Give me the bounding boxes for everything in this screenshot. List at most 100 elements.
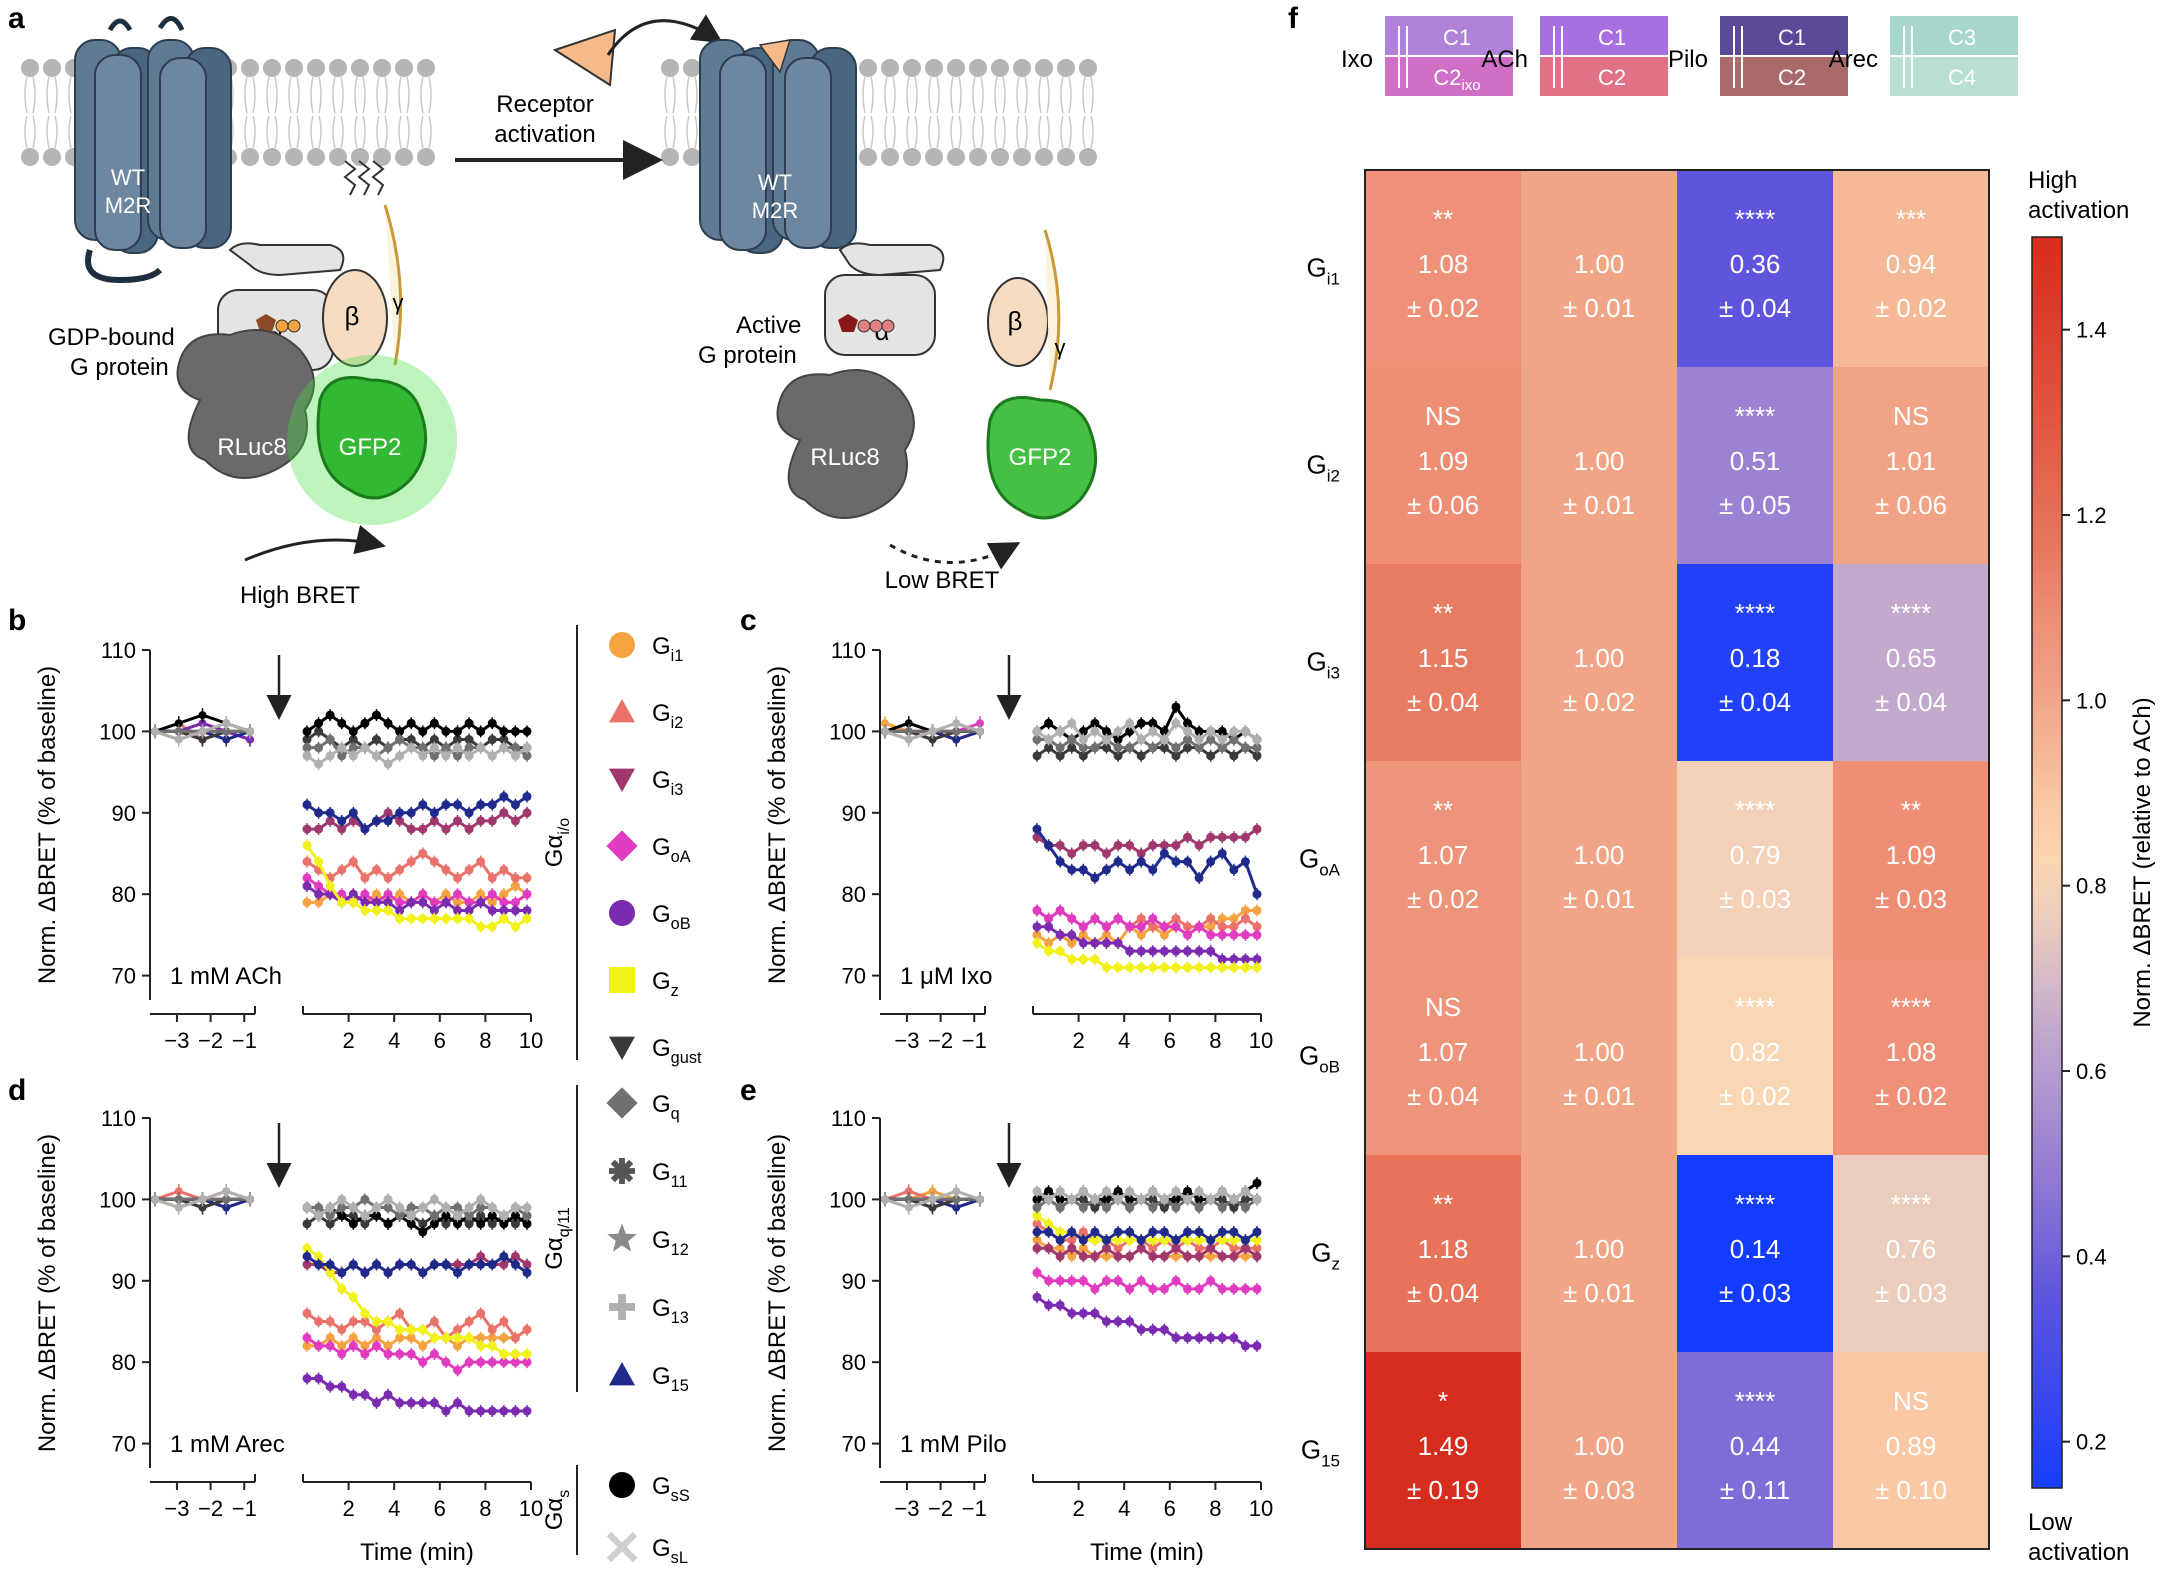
cell-significance: **	[1433, 598, 1453, 628]
cell-error: ± 0.04	[1719, 687, 1791, 717]
legend-label: Ggust	[652, 1035, 702, 1067]
legend-label: Gi2	[652, 700, 683, 732]
data-point	[360, 1316, 370, 1326]
data-point	[1206, 751, 1216, 761]
legend-top-bottom-label: C2	[1778, 65, 1806, 90]
data-point	[395, 726, 405, 736]
data-point	[371, 1211, 381, 1221]
y-tick-label: 100	[99, 1187, 136, 1212]
data-point	[395, 905, 405, 915]
data-point	[325, 751, 335, 761]
panel-label-e: e	[740, 1074, 757, 1107]
data-point	[1101, 1203, 1111, 1213]
data-point	[348, 726, 358, 736]
data-point	[499, 905, 509, 915]
data-point	[952, 727, 961, 736]
data-point	[174, 1187, 183, 1196]
data-point	[1217, 832, 1227, 842]
data-point	[302, 873, 312, 883]
data-point	[383, 1268, 393, 1278]
data-point	[1229, 1333, 1239, 1343]
cell-significance: ****	[1735, 401, 1775, 431]
data-point	[395, 1308, 405, 1318]
data-point	[881, 1195, 889, 1204]
heatmap-cell	[1521, 170, 1677, 367]
y-tick-label: 90	[842, 801, 866, 826]
data-point	[522, 808, 532, 818]
cell-value: 0.94	[1886, 249, 1937, 279]
data-point	[510, 1333, 520, 1343]
data-point	[325, 1316, 335, 1326]
beta-right: β	[1008, 306, 1023, 336]
series-G13	[881, 1184, 1262, 1215]
data-point	[453, 1219, 463, 1229]
legend-label-sub: oB	[671, 915, 691, 933]
data-point	[302, 824, 312, 834]
data-point	[371, 735, 381, 745]
data-point	[1101, 1194, 1111, 1204]
data-point	[464, 897, 474, 907]
data-point	[1125, 962, 1135, 972]
data-point	[1055, 1276, 1065, 1286]
data-point	[314, 889, 324, 899]
series-GoB	[881, 1192, 1262, 1352]
data-point	[441, 1406, 451, 1416]
lipid-tail	[288, 76, 300, 149]
data-point	[522, 1260, 532, 1270]
y-tick-label: 110	[831, 638, 866, 663]
data-point	[1101, 922, 1111, 932]
data-point	[476, 816, 486, 826]
cell-error: ± 0.02	[1875, 1081, 1947, 1111]
data-point	[1136, 751, 1146, 761]
data-point	[1090, 938, 1100, 948]
data-point	[487, 1219, 497, 1229]
gfp-right: GFP2	[1009, 444, 1072, 471]
data-point	[222, 1187, 231, 1196]
x-tick-label: 6	[434, 1028, 446, 1053]
cell-value: 1.07	[1418, 1037, 1469, 1067]
data-point	[1240, 1243, 1250, 1253]
x-tick-label: 10	[1249, 1496, 1273, 1521]
data-point	[453, 1398, 463, 1408]
legend-top-arrow	[1733, 26, 1743, 88]
data-point	[1067, 954, 1077, 964]
data-point	[499, 914, 509, 924]
data-point	[1159, 848, 1169, 858]
data-point	[1032, 726, 1042, 736]
data-point	[418, 800, 428, 810]
data-point	[302, 1373, 312, 1383]
legend-marker-Ggust	[609, 1036, 635, 1060]
data-point	[1183, 1284, 1193, 1294]
data-point	[1090, 1227, 1100, 1237]
cell-error: ± 0.06	[1875, 490, 1947, 520]
data-point	[499, 1260, 509, 1270]
data-point	[499, 1211, 509, 1221]
cell-error: ± 0.02	[1407, 293, 1479, 323]
x-tick-label: −3	[894, 1496, 919, 1521]
low-bret-label: Low BRET	[885, 567, 1000, 594]
data-point	[1229, 1251, 1239, 1261]
data-point	[1067, 743, 1077, 753]
data-point	[1217, 962, 1227, 972]
data-point	[1148, 718, 1158, 728]
data-point	[1113, 857, 1123, 867]
x-tick-label: 10	[519, 1496, 543, 1521]
data-point	[522, 873, 532, 883]
data-point	[348, 1203, 358, 1213]
data-point	[499, 897, 509, 907]
data-point	[325, 1203, 335, 1213]
data-point	[1194, 1203, 1204, 1213]
data-point	[348, 1260, 358, 1270]
x-tick-label: 8	[1209, 1496, 1221, 1521]
cell-significance: **	[1901, 795, 1921, 825]
lipid-head	[21, 59, 39, 77]
data-point	[1032, 1292, 1042, 1302]
data-point	[1136, 1276, 1146, 1286]
data-point	[464, 1406, 474, 1416]
data-point	[510, 1211, 520, 1221]
data-point	[1032, 922, 1042, 932]
data-point	[510, 905, 520, 915]
data-point	[1194, 735, 1204, 745]
data-point	[499, 808, 509, 818]
